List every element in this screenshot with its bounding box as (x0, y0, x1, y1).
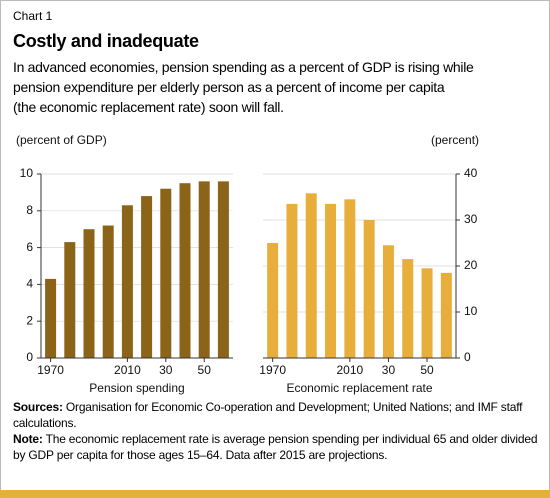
y-tick-label: 8 (26, 203, 33, 217)
x-axis-label: Pension spending (89, 381, 184, 395)
y-tick-label: 6 (26, 240, 33, 254)
bar (402, 259, 414, 358)
subtitle-line: In advanced economies, pension spending … (13, 59, 474, 75)
bar (267, 243, 279, 358)
bar (440, 272, 452, 358)
subtitle-line: pension expenditure per elderly person a… (13, 79, 445, 95)
sources-label: Sources: (13, 400, 63, 414)
chart-label: Chart 1 (13, 9, 53, 23)
x-tick-label: 30 (382, 363, 396, 377)
x-tick-label: 50 (420, 363, 434, 377)
x-tick-label: 2010 (114, 363, 141, 377)
note: Note: The economic replacement rate is a… (13, 431, 538, 463)
x-axis-label: Economic replacement rate (286, 381, 432, 395)
y-tick-label: 0 (464, 350, 471, 364)
x-tick-label: 2010 (336, 363, 363, 377)
bar (344, 199, 356, 358)
bar (198, 181, 210, 358)
sources-text: Organisation for Economic Co-operation a… (13, 400, 523, 430)
y-axis-label: (percent) (431, 133, 479, 147)
y-tick-label: 0 (26, 350, 33, 364)
bar (421, 268, 433, 358)
y-tick-label: 4 (26, 277, 33, 291)
sources: Sources: Organisation for Economic Co-op… (13, 399, 538, 431)
bar (382, 245, 394, 358)
subtitle-line: (the economic replacement rate) soon wil… (13, 99, 284, 115)
y-tick-label: 30 (464, 212, 478, 226)
y-tick-label: 20 (464, 258, 478, 272)
bar (141, 196, 153, 358)
bar (121, 205, 133, 358)
note-label: Note: (13, 432, 43, 446)
bar (305, 193, 317, 358)
bar (217, 181, 229, 358)
bar (286, 203, 298, 358)
bar (325, 203, 337, 358)
bottom-stripe (0, 490, 550, 498)
chart-title: Costly and inadequate (13, 31, 199, 51)
y-tick-label: 2 (26, 313, 33, 327)
footer: Sources: Organisation for Economic Co-op… (13, 399, 538, 463)
subtitle: In advanced economies, pension spending … (13, 57, 474, 117)
note-text: The economic replacement rate is average… (13, 432, 538, 462)
y-tick-label: 10 (464, 304, 478, 318)
bar (363, 220, 375, 358)
y-tick-label: 10 (20, 166, 34, 180)
x-tick-label: 50 (198, 363, 212, 377)
bar (64, 242, 76, 358)
bar (45, 278, 57, 358)
y-tick-label: 40 (464, 166, 478, 180)
x-tick-label: 1970 (259, 363, 286, 377)
bar (102, 225, 114, 358)
y-axis-label: (percent of GDP) (16, 133, 107, 147)
x-tick-label: 1970 (37, 363, 64, 377)
x-tick-label: 30 (159, 363, 173, 377)
bar (160, 188, 172, 358)
bar (179, 183, 191, 358)
bar (83, 229, 95, 358)
